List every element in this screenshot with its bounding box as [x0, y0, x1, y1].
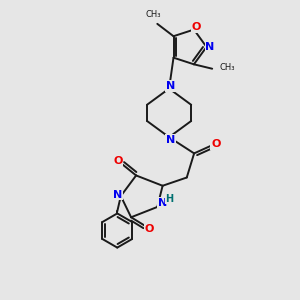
Text: N: N: [206, 42, 215, 52]
Text: O: O: [211, 139, 220, 149]
Text: O: O: [113, 156, 122, 166]
Text: CH₃: CH₃: [145, 10, 160, 19]
Text: CH₃: CH₃: [220, 63, 235, 72]
Text: N: N: [166, 134, 175, 145]
Text: N: N: [158, 197, 167, 208]
Text: N: N: [166, 81, 175, 91]
Text: O: O: [192, 22, 201, 32]
Text: N: N: [112, 190, 122, 200]
Text: H: H: [166, 194, 174, 204]
Text: O: O: [145, 224, 154, 234]
